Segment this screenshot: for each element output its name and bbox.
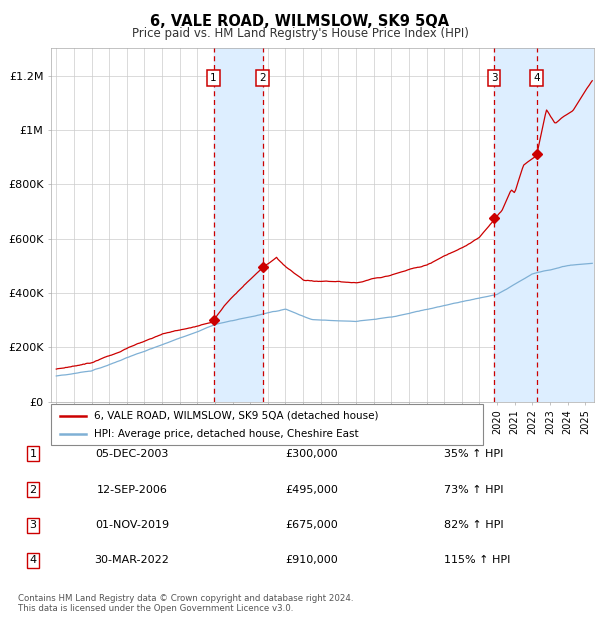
Text: £910,000: £910,000 <box>286 556 338 565</box>
Text: 2: 2 <box>29 485 37 495</box>
Text: 6, VALE ROAD, WILMSLOW, SK9 5QA: 6, VALE ROAD, WILMSLOW, SK9 5QA <box>151 14 449 29</box>
Text: £675,000: £675,000 <box>286 520 338 530</box>
Text: 12-SEP-2006: 12-SEP-2006 <box>97 485 167 495</box>
Text: 30-MAR-2022: 30-MAR-2022 <box>95 556 169 565</box>
Text: 73% ↑ HPI: 73% ↑ HPI <box>444 485 503 495</box>
Text: 3: 3 <box>491 73 497 84</box>
Text: This data is licensed under the Open Government Licence v3.0.: This data is licensed under the Open Gov… <box>18 604 293 613</box>
FancyBboxPatch shape <box>51 404 483 445</box>
Text: 82% ↑ HPI: 82% ↑ HPI <box>444 520 503 530</box>
Text: 1: 1 <box>29 449 37 459</box>
Text: 1: 1 <box>210 73 217 84</box>
Text: 05-DEC-2003: 05-DEC-2003 <box>95 449 169 459</box>
Bar <box>494 48 536 402</box>
Text: 4: 4 <box>533 73 540 84</box>
Text: HPI: Average price, detached house, Cheshire East: HPI: Average price, detached house, Ches… <box>94 430 359 440</box>
Text: 3: 3 <box>29 520 37 530</box>
Bar <box>536 48 594 402</box>
Text: 6, VALE ROAD, WILMSLOW, SK9 5QA (detached house): 6, VALE ROAD, WILMSLOW, SK9 5QA (detache… <box>94 410 379 420</box>
Text: 01-NOV-2019: 01-NOV-2019 <box>95 520 169 530</box>
Text: £495,000: £495,000 <box>286 485 338 495</box>
Text: 35% ↑ HPI: 35% ↑ HPI <box>444 449 503 459</box>
Text: Contains HM Land Registry data © Crown copyright and database right 2024.: Contains HM Land Registry data © Crown c… <box>18 594 353 603</box>
Text: 2: 2 <box>259 73 266 84</box>
Text: 115% ↑ HPI: 115% ↑ HPI <box>444 556 511 565</box>
Bar <box>214 48 263 402</box>
Text: £300,000: £300,000 <box>286 449 338 459</box>
Text: 4: 4 <box>29 556 37 565</box>
Text: Price paid vs. HM Land Registry's House Price Index (HPI): Price paid vs. HM Land Registry's House … <box>131 27 469 40</box>
